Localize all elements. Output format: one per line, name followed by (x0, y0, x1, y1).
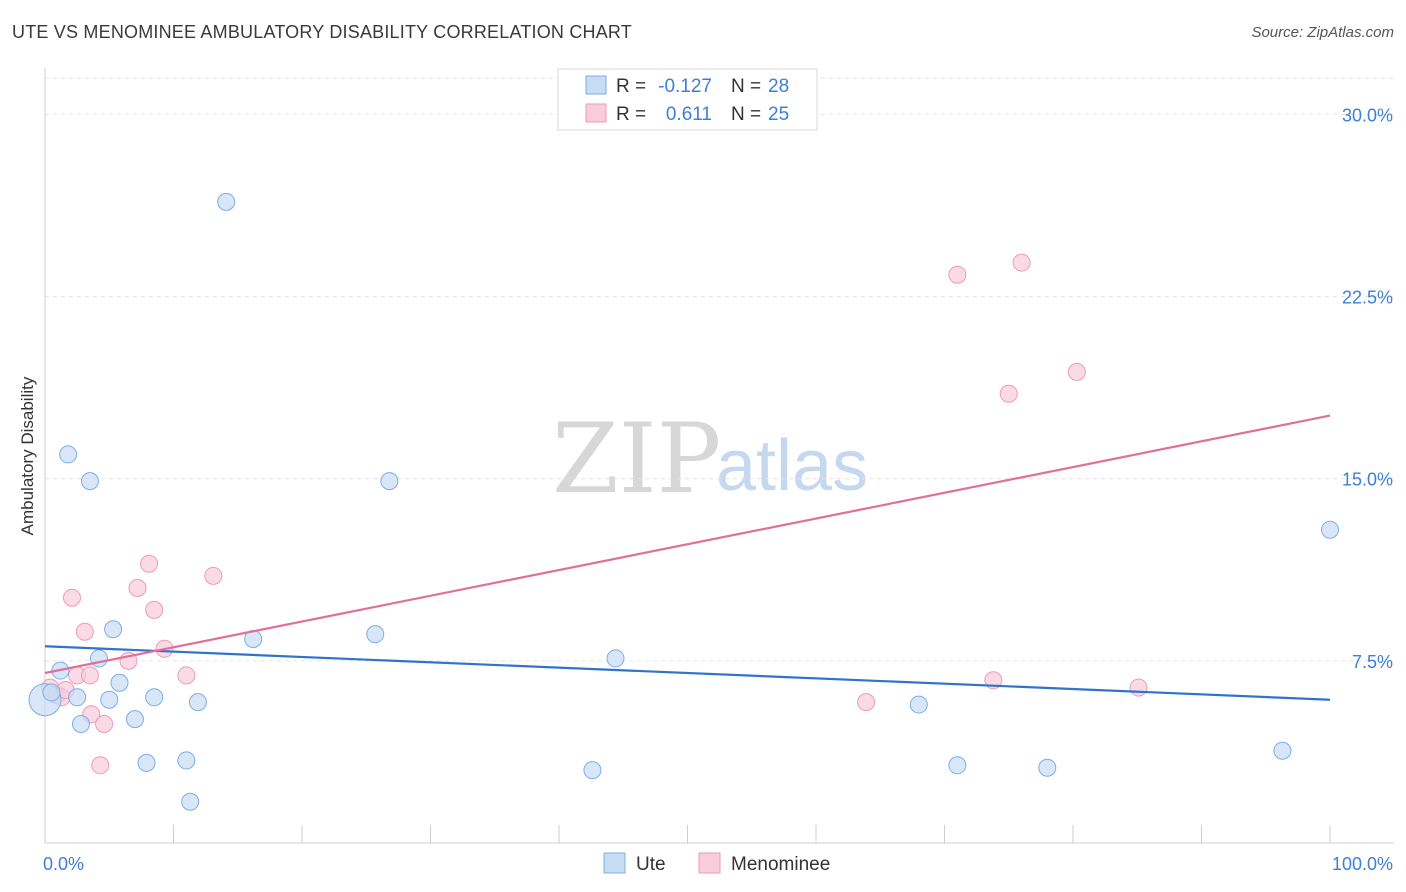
legend-menominee-n-value: 25 (768, 104, 789, 125)
ute-point (42, 683, 61, 702)
menominee-point (177, 666, 196, 685)
legend-ute-n-value: 28 (768, 76, 789, 97)
ute-point (125, 710, 144, 729)
ute-point (100, 690, 119, 709)
ute-point (71, 715, 90, 733)
axes (44, 68, 1394, 844)
menominee-point (857, 693, 876, 712)
y-tick-labels: 7.5% 15.0% 22.5% 30.0% (1342, 105, 1393, 671)
ute-point (59, 445, 78, 464)
chart-title: UTE VS MENOMINEE AMBULATORY DISABILITY C… (12, 22, 633, 42)
gridlines (45, 77, 1394, 662)
menominee-point (62, 588, 81, 607)
menominee-point (204, 566, 223, 585)
menominee-point (145, 600, 164, 619)
watermark: ZIP atlas (552, 403, 868, 515)
menominee-point (140, 554, 159, 573)
bottom-legend-ute: Ute (636, 854, 666, 875)
ute-point (188, 693, 207, 712)
ute-point (380, 472, 399, 491)
watermark-zip: ZIP (552, 403, 721, 515)
x-tick-label-min: 0.0% (43, 854, 84, 874)
y-tick-label-1: 15.0% (1342, 470, 1393, 490)
ute-point (1321, 520, 1339, 539)
menominee-point (948, 265, 967, 284)
ute-point (181, 792, 200, 811)
trend-lines (44, 414, 1331, 701)
menominee-point (75, 622, 94, 641)
ute-point (68, 688, 87, 707)
ute-point (366, 625, 385, 644)
menominee-point (128, 579, 147, 597)
ute-point (909, 695, 928, 714)
stats-legend: R = -0.127 N = 28 R = 0.611 N = 25 (557, 68, 818, 131)
legend-swatch-menominee (585, 103, 607, 123)
bottom-legend-menominee: Menominee (731, 854, 830, 875)
ute-points (28, 192, 1339, 811)
y-tick-label-3: 30.0% (1342, 105, 1393, 125)
source-label: Source: ZipAtlas.com (1251, 24, 1394, 41)
legend-menominee-r-label: R = (616, 104, 646, 125)
ute-point (104, 620, 123, 639)
y-tick-label-2: 22.5% (1342, 288, 1393, 308)
ute-point (606, 649, 625, 668)
ute-point (583, 761, 602, 780)
menominee-point (80, 666, 99, 685)
menominee-trend-line (44, 414, 1331, 675)
ute-point (137, 753, 156, 772)
watermark-atlas: atlas (716, 426, 868, 506)
menominee-point (1129, 678, 1148, 697)
menominee-point (1012, 253, 1031, 272)
y-axis-label: Ambulatory Disability (18, 376, 37, 535)
legend-swatch-ute (585, 75, 607, 95)
menominee-point (1067, 362, 1086, 381)
legend-menominee-n-label: N = (731, 104, 761, 125)
ute-point (1273, 741, 1292, 760)
menominee-point (999, 384, 1018, 403)
x-tick-labels: 0.0% 100.0% (43, 854, 1393, 874)
ute-point (80, 472, 99, 491)
legend-menominee-r-value: 0.611 (666, 104, 712, 125)
bottom-legend-swatch-ute (603, 852, 626, 874)
y-tick-label-0: 7.5% (1352, 652, 1393, 672)
x-tick-label-max: 100.0% (1332, 854, 1393, 874)
menominee-point (91, 756, 110, 775)
ute-point (145, 688, 164, 707)
legend-ute-n-label: N = (731, 76, 761, 97)
ute-point (1038, 758, 1057, 777)
ute-point (948, 756, 967, 775)
menominee-point (95, 715, 114, 733)
ute-trend-line (44, 645, 1331, 701)
legend-ute-r-label: R = (616, 76, 646, 97)
ute-point (177, 751, 196, 770)
ute-point (110, 673, 129, 692)
legend-ute-r-value: -0.127 (658, 76, 712, 97)
bottom-legend-swatch-menominee (698, 852, 721, 874)
series-legend: Ute Menominee (603, 852, 830, 875)
ute-point (217, 192, 236, 211)
